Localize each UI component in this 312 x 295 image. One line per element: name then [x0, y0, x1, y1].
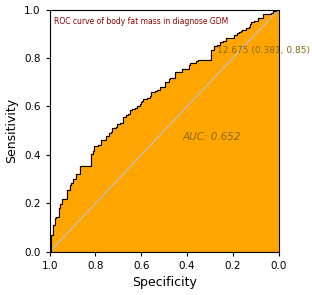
Text: ROC curve of body fat mass in diagnose GDM: ROC curve of body fat mass in diagnose G…	[54, 17, 228, 26]
Polygon shape	[50, 9, 279, 252]
Y-axis label: Sensitivity: Sensitivity	[6, 98, 18, 163]
X-axis label: Specificity: Specificity	[132, 276, 197, 289]
Text: AUC: 0.652: AUC: 0.652	[183, 132, 241, 142]
Text: 12.675 (0.381, 0.85): 12.675 (0.381, 0.85)	[217, 46, 310, 55]
